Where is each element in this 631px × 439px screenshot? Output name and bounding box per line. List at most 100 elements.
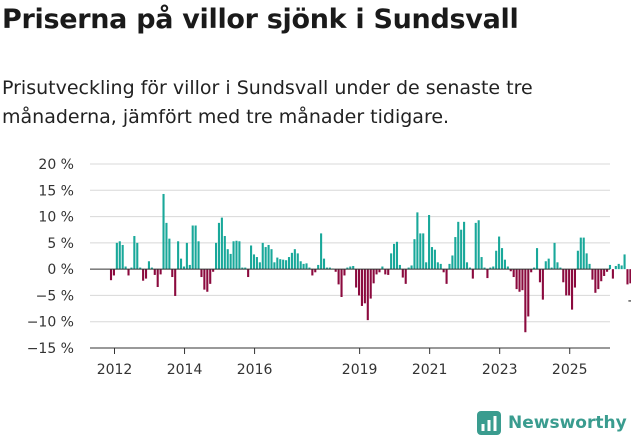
bar [538,269,541,283]
bar [565,269,568,296]
bar [608,264,612,270]
bar [357,269,361,296]
y-tick-label: −10 % [27,315,74,331]
bar [220,217,223,270]
y-tick-label: 20 % [38,157,74,173]
bar [159,269,162,275]
bar [387,269,390,275]
bar [571,269,574,310]
bar [247,269,250,278]
bar [147,261,150,270]
bar [174,269,177,296]
bar [334,269,337,272]
bar [547,258,550,270]
bar [606,269,609,272]
bar [579,237,582,270]
bar [212,269,215,272]
bar [305,263,308,270]
bar [515,269,518,290]
bar [322,258,326,270]
bar [115,242,118,270]
bar [620,265,623,270]
bar [252,254,256,270]
bar [582,237,585,270]
bar [165,222,168,270]
bar [264,247,267,270]
bar [390,253,393,270]
bar [506,266,509,270]
bar [346,267,349,270]
bar [451,255,454,270]
bar [553,242,556,270]
bar [150,267,153,270]
y-tick-label: 15 % [38,183,74,199]
bar [626,269,629,285]
bar [337,269,340,285]
bar [276,257,279,270]
bar [127,269,130,276]
bar [398,264,401,270]
bar [416,212,419,270]
bar [594,269,597,293]
bar [241,267,244,270]
bar [171,269,174,278]
bar [471,269,474,279]
bar [293,249,296,270]
bar [401,269,404,278]
bar [124,266,127,270]
bar [325,267,328,270]
bar [454,237,457,270]
bar [250,245,253,270]
bar [363,269,366,304]
bar [139,267,142,270]
bar [215,242,218,270]
chart-subtitle: Prisutveckling för villor i Sundsvall un… [2,77,533,128]
bar [425,262,428,270]
bar [121,244,124,270]
bar [343,269,346,276]
x-tick-label: 2014 [167,362,203,378]
bar [483,267,486,270]
bar [521,269,524,291]
bar [597,269,600,290]
bar [503,259,506,270]
bar [258,262,261,270]
bar [349,266,352,270]
y-tick-label: −15 % [27,341,74,357]
bar [285,260,288,270]
bar [457,221,460,270]
bar [355,269,358,288]
bar [109,269,113,281]
bar [177,241,180,270]
bar [381,266,384,270]
x-tick-label: 2025 [552,362,588,378]
bar [544,261,547,270]
bar [232,241,235,270]
bar [311,269,314,276]
bar [299,261,302,270]
bar [185,242,188,270]
bar [369,269,372,299]
bar [541,269,544,300]
brand-logo: Newsworthy [476,408,627,438]
bar [287,257,291,270]
chart-title: Priserna på villor sjönk i Sundsvall [2,4,519,35]
bar [460,229,463,270]
bar [133,236,136,270]
bar [585,253,588,270]
bar [206,269,209,292]
bar [179,258,183,270]
bar [463,221,466,270]
bar [518,269,521,292]
bar [118,241,121,270]
bar [527,269,530,317]
bar [573,269,577,288]
bar [188,264,191,270]
x-tick-label: 2016 [237,362,273,378]
bar [439,263,442,270]
bar [328,267,331,270]
bar [261,242,264,270]
bar [142,269,145,281]
bar [442,269,445,273]
bar [559,267,562,270]
